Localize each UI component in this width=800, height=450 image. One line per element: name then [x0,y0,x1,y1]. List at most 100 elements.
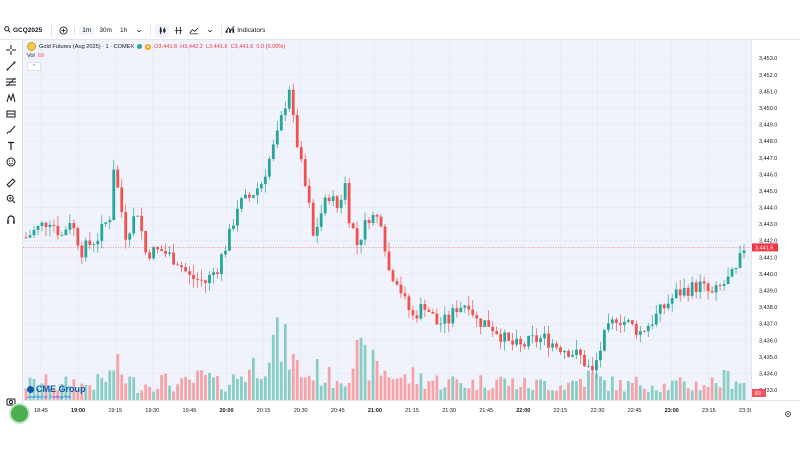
cme-logo-text: CME Group [36,384,86,394]
volume-bar [654,390,658,400]
time-tick-label: 21:15 [405,408,419,414]
volume-bar [60,383,64,400]
symbol-search[interactable]: GCQ2025 [0,26,48,35]
candle-body [610,319,614,324]
candle-body [387,251,391,271]
candle-body [295,115,299,148]
candle-body [323,197,327,214]
candle-body [287,89,291,109]
volume-bar [124,383,128,400]
zoom-icon[interactable] [4,192,18,206]
candle-body [603,329,606,351]
candle-body [307,185,311,203]
app-badge-icon[interactable] [9,403,30,424]
camera-icon[interactable] [4,394,18,408]
volume-bar [523,378,527,400]
candle-body [399,284,403,294]
interval-30m-button[interactable]: 30m [99,27,112,34]
volume-bar [347,382,351,400]
price-tick-label: 3,450.0 [759,106,777,112]
candle-body [507,332,511,341]
last-price-label: 3,441.6 [755,245,773,251]
volume-bar [359,337,363,400]
volume-bar [335,381,339,400]
volume-bar [271,334,275,400]
candle-body [559,347,562,353]
fib-icon[interactable] [4,75,18,89]
price-axis[interactable]: 3,453.0 3,452.0 3,451.0 3,450.0 3,449.0 3,448… [751,40,800,400]
volume-bar [447,379,451,400]
price-tick-label: 3,448.0 [759,139,777,145]
candle-body [626,320,630,322]
candle-body [291,89,295,116]
candle-body [88,240,92,245]
chevron-down-icon[interactable] [132,24,146,37]
pattern-icon[interactable] [4,91,18,105]
volume-bar [355,339,359,400]
emoji-icon[interactable] [4,155,18,169]
volume-bar [431,380,435,400]
crosshair-icon[interactable] [4,43,18,57]
candle-body [124,212,128,240]
volume-bar [259,379,263,400]
candle-body [447,314,451,324]
candle-body [48,224,52,228]
brush-icon[interactable] [4,123,18,137]
forecast-icon[interactable] [4,107,18,121]
chevron-down-icon[interactable] [203,24,217,37]
candle-body [36,225,40,231]
volume-bar [527,388,531,400]
candle-body [435,313,439,325]
price-tick-label: 3,449.0 [759,123,777,129]
interval-1m-button[interactable]: 1m [79,26,95,35]
time-tick-label: 21:30 [442,408,456,414]
volume-bar [722,370,726,400]
volume-bar [503,378,507,400]
candle-body [395,280,399,285]
volume-bar [371,349,375,400]
volume-bar [706,386,710,400]
time-axis[interactable]: 18:45 19:00 19:15 19:30 19:45 20:00 20:15 20:30… [23,400,753,418]
volume-bar [539,379,542,400]
time-tick-label: 19:45 [183,408,197,414]
volume-bar [646,392,650,400]
ruler-icon[interactable] [4,176,18,190]
chart-type-icon[interactable] [187,24,201,37]
volume-bar [738,383,742,400]
candle-body [662,304,666,309]
candle-body [726,276,730,285]
volume-bar [144,384,148,400]
candle-body [599,350,602,361]
compare-icon[interactable] [171,24,185,37]
candle-body [188,271,191,275]
volume-bar [443,387,447,400]
volume-bar [463,387,467,400]
candle-body [299,147,303,160]
candle-body [208,274,211,284]
interval-1h-button[interactable]: 1h [119,27,128,34]
volume-bar [160,375,164,400]
candle-body [267,158,271,177]
candle-body [646,325,650,332]
candle-body [575,349,578,356]
plus-circle-icon[interactable] [56,24,70,37]
volume-bar [315,359,319,400]
settings-icon[interactable] [784,405,792,423]
trend-line-icon[interactable] [4,59,18,73]
candle-body [128,233,132,240]
volume-legend: Vol 69 [27,53,44,59]
collapse-legend-button[interactable]: ⌃ [27,62,41,71]
indicators-button[interactable]: Indicators [225,25,265,36]
candle-body [551,343,554,348]
exchange-b-icon: B [145,43,152,50]
candle-body [224,250,227,255]
candle-body [471,309,475,316]
candle-body [319,213,323,227]
bar-style-icon[interactable] [155,24,170,37]
candle-body [463,305,467,308]
time-tick-label: 21:00 [368,408,382,414]
candle-body [359,239,363,246]
text-icon[interactable] [4,139,18,153]
chart-pane[interactable] [23,40,751,400]
magnet-icon[interactable] [4,213,18,227]
